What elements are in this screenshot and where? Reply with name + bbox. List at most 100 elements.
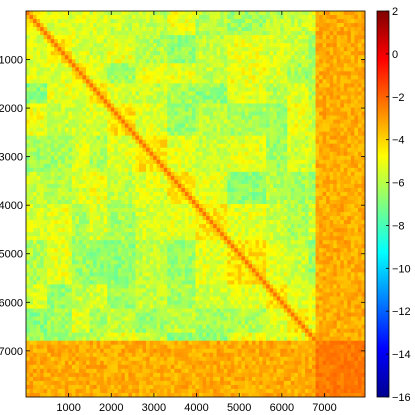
heatmap-cell bbox=[149, 384, 154, 390]
heatmap-cell bbox=[199, 131, 203, 136]
heatmap-cell bbox=[54, 79, 59, 84]
heatmap-cell bbox=[89, 340, 94, 346]
heatmap-cell bbox=[177, 79, 182, 84]
heatmap-cell bbox=[184, 332, 189, 338]
heatmap-cell bbox=[29, 99, 34, 104]
heatmap-cell bbox=[128, 111, 133, 116]
heatmap-cell bbox=[199, 376, 203, 382]
heatmap-cell bbox=[128, 332, 133, 338]
heatmap-cell bbox=[117, 83, 122, 88]
heatmap-cell bbox=[174, 364, 179, 370]
heatmap-cell bbox=[82, 388, 87, 394]
heatmap-cell bbox=[103, 171, 108, 177]
heatmap-cell bbox=[153, 35, 158, 40]
heatmap-cell bbox=[29, 35, 34, 40]
heatmap-cell bbox=[195, 372, 200, 378]
heatmap-cell bbox=[146, 163, 150, 169]
heatmap-cell bbox=[71, 167, 76, 173]
heatmap-cell bbox=[199, 368, 203, 374]
heatmap-cell bbox=[57, 143, 62, 149]
heatmap-cell bbox=[149, 91, 154, 96]
heatmap-cell bbox=[153, 11, 158, 16]
heatmap-cell bbox=[206, 324, 210, 329]
heatmap-cell bbox=[54, 15, 59, 20]
heatmap-cell bbox=[36, 115, 41, 120]
heatmap-cells bbox=[26, 11, 366, 398]
heatmap-cell bbox=[174, 23, 179, 28]
heatmap-cell bbox=[82, 248, 87, 253]
heatmap-cell bbox=[163, 43, 168, 48]
heatmap-cell bbox=[68, 127, 73, 132]
heatmap-cell bbox=[29, 220, 34, 225]
heatmap-cell bbox=[188, 292, 193, 297]
heatmap-cell bbox=[135, 316, 140, 321]
heatmap-cell bbox=[64, 27, 69, 32]
heatmap-cell bbox=[89, 236, 94, 241]
heatmap-cell bbox=[100, 356, 105, 362]
heatmap-cell bbox=[89, 143, 94, 149]
heatmap-cell bbox=[68, 308, 73, 313]
heatmap-cell bbox=[139, 252, 143, 257]
heatmap-cell bbox=[209, 19, 214, 24]
heatmap-cell bbox=[26, 87, 30, 92]
heatmap-cell bbox=[96, 11, 101, 16]
heatmap-cell bbox=[142, 384, 147, 390]
heatmap-cell bbox=[142, 175, 147, 181]
heatmap-cell bbox=[174, 368, 179, 374]
heatmap-cell bbox=[174, 119, 179, 124]
heatmap-cell bbox=[163, 107, 168, 112]
heatmap-cell bbox=[33, 187, 37, 193]
heatmap-cell bbox=[117, 264, 122, 269]
heatmap-cell bbox=[149, 15, 154, 20]
heatmap-cell bbox=[86, 83, 90, 88]
heatmap-cell bbox=[191, 304, 196, 309]
heatmap-cell bbox=[167, 392, 172, 398]
heatmap-cell bbox=[184, 151, 189, 157]
heatmap-cell bbox=[206, 59, 210, 64]
heatmap-cell bbox=[124, 167, 129, 173]
heatmap-cell bbox=[177, 264, 182, 269]
heatmap-cell bbox=[29, 304, 34, 309]
heatmap-cell bbox=[156, 15, 161, 20]
heatmap-cell bbox=[96, 256, 101, 261]
heatmap-cell bbox=[107, 240, 112, 245]
heatmap-cell bbox=[78, 216, 83, 221]
heatmap-cell bbox=[61, 384, 66, 390]
heatmap-cell bbox=[50, 199, 55, 205]
heatmap-cell bbox=[57, 320, 62, 325]
heatmap-cell bbox=[188, 228, 193, 233]
heatmap-cell bbox=[188, 268, 193, 273]
heatmap-cell bbox=[131, 268, 136, 273]
heatmap-cell bbox=[47, 328, 52, 334]
heatmap-cell bbox=[82, 240, 87, 245]
heatmap-cell bbox=[202, 191, 207, 197]
heatmap-cell bbox=[124, 179, 129, 185]
heatmap-cell bbox=[50, 236, 55, 241]
heatmap-cell bbox=[174, 155, 179, 161]
heatmap-cell bbox=[149, 232, 154, 237]
heatmap-cell bbox=[188, 175, 193, 181]
heatmap-cell bbox=[36, 368, 41, 374]
heatmap-cell bbox=[174, 380, 179, 386]
heatmap-cell bbox=[124, 35, 129, 40]
heatmap-cell bbox=[78, 167, 83, 173]
heatmap-cell bbox=[29, 256, 34, 261]
heatmap-cell bbox=[89, 208, 94, 213]
heatmap-cell bbox=[149, 284, 154, 289]
heatmap-cell bbox=[54, 175, 59, 181]
heatmap-cell bbox=[103, 272, 108, 277]
heatmap-cell bbox=[89, 248, 94, 253]
heatmap-cell bbox=[33, 163, 37, 169]
heatmap-cell bbox=[206, 372, 210, 378]
heatmap-cell bbox=[36, 252, 41, 257]
heatmap-cell bbox=[191, 71, 196, 76]
heatmap-cell bbox=[40, 244, 45, 249]
heatmap-cell bbox=[75, 240, 80, 245]
heatmap-cell bbox=[121, 268, 126, 273]
heatmap-cell bbox=[29, 284, 34, 289]
heatmap-cell bbox=[36, 55, 41, 60]
heatmap-cell bbox=[78, 39, 83, 44]
heatmap-cell bbox=[181, 348, 186, 354]
heatmap-cell bbox=[170, 248, 175, 253]
heatmap-cell bbox=[61, 135, 66, 141]
